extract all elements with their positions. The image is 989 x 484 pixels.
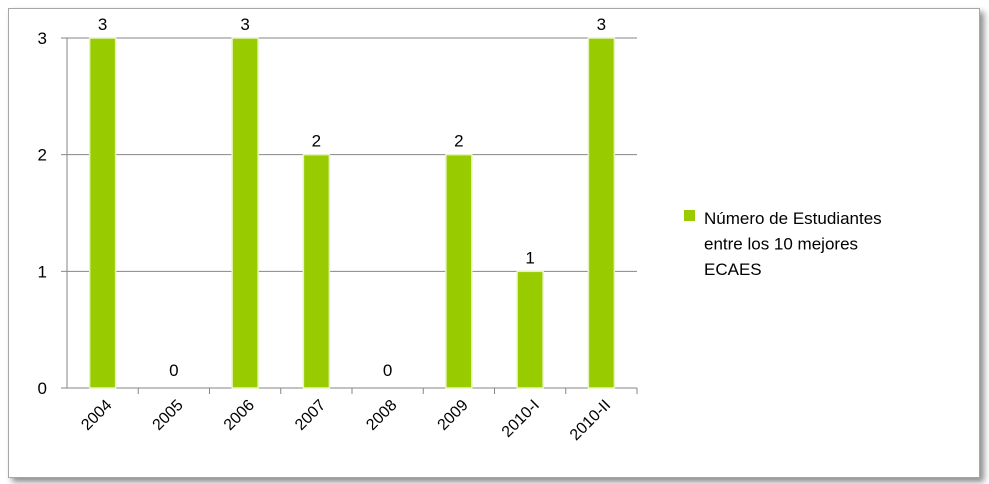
bar-2006 bbox=[231, 37, 259, 389]
bar-2010-I bbox=[516, 270, 544, 389]
x-tick-label-2008: 2008 bbox=[363, 397, 400, 434]
legend-swatch bbox=[684, 210, 695, 221]
x-tick-label-2009: 2009 bbox=[435, 397, 472, 434]
x-tick-label-2010-I: 2010-I bbox=[499, 397, 543, 441]
legend: Número de Estudiantes entre los 10 mejore… bbox=[684, 209, 882, 279]
data-label-2009: 2 bbox=[454, 132, 463, 151]
data-label-2005: 0 bbox=[169, 361, 178, 380]
x-tick-label-2004: 2004 bbox=[78, 397, 115, 434]
x-tick-label-2006: 2006 bbox=[221, 397, 258, 434]
x-tick-label-2007: 2007 bbox=[292, 397, 329, 434]
bar-2009 bbox=[445, 153, 473, 389]
data-label-2004: 3 bbox=[98, 15, 107, 34]
bar-2010-II bbox=[587, 37, 616, 389]
data-label-2007: 2 bbox=[312, 132, 321, 151]
legend-line: Número de Estudiantes bbox=[704, 209, 882, 228]
x-tick-label-2010-II: 2010-II bbox=[567, 397, 614, 444]
gridlines bbox=[61, 37, 638, 394]
bars bbox=[88, 37, 616, 389]
axes bbox=[66, 38, 637, 389]
x-tick-label-2005: 2005 bbox=[150, 397, 187, 434]
bar-2007 bbox=[302, 153, 331, 389]
x-tick-labels: 2004 2005 2006 2007 2008 2009 2010-I 2010-II bbox=[78, 397, 614, 444]
y-tick-labels: 0 1 2 3 bbox=[38, 29, 47, 398]
data-label-2010-II: 3 bbox=[597, 15, 606, 34]
bar-2004 bbox=[88, 37, 117, 389]
y-tick-label: 1 bbox=[38, 262, 47, 281]
legend-line: ECAES bbox=[704, 260, 762, 279]
chart-frame bbox=[8, 8, 980, 478]
data-labels: 3 0 3 2 0 2 1 3 bbox=[98, 15, 606, 380]
legend-line: entre los 10 mejores bbox=[704, 235, 858, 254]
y-tick-label: 2 bbox=[38, 146, 47, 165]
data-label-2010-I: 1 bbox=[525, 248, 534, 267]
legend-label: Número de Estudiantes entre los 10 mejore… bbox=[704, 209, 882, 279]
y-tick-label: 0 bbox=[38, 379, 47, 398]
data-label-2008: 0 bbox=[383, 361, 392, 380]
data-label-2006: 3 bbox=[240, 15, 249, 34]
y-tick-label: 3 bbox=[38, 29, 47, 48]
